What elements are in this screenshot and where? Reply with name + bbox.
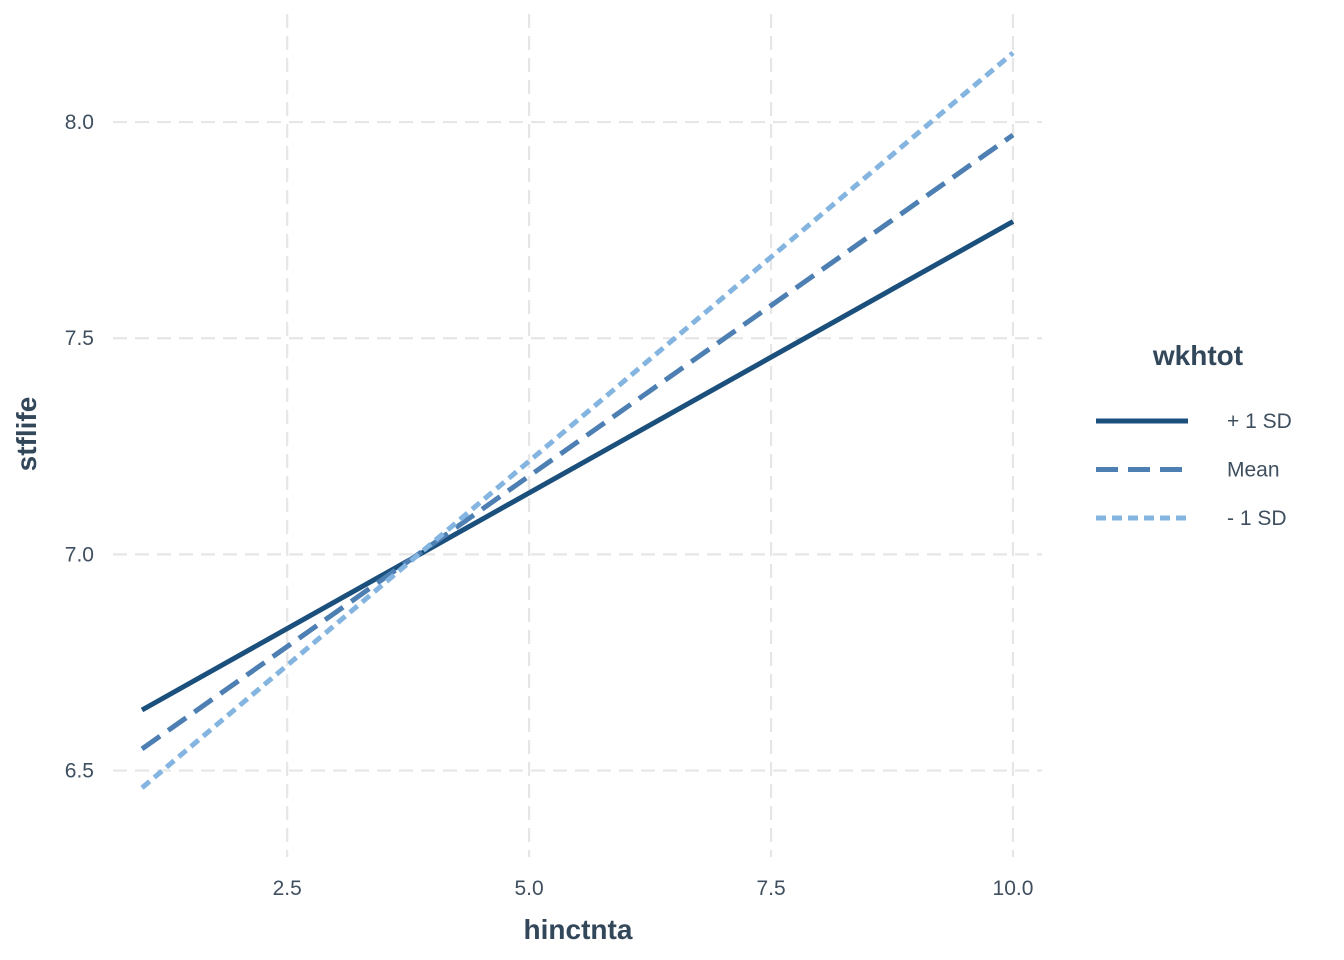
legend-label-2: - 1 SD xyxy=(1227,507,1287,530)
y-tick-label: 7.5 xyxy=(65,327,94,350)
legend-label-1: Mean xyxy=(1227,459,1280,482)
legend-label-0: + 1 SD xyxy=(1227,410,1292,433)
y-tick-label: 8.0 xyxy=(65,111,94,134)
y-axis-title: stflife xyxy=(11,397,42,472)
x-axis-title: hinctnta xyxy=(524,914,633,945)
x-tick-labels: 2.5 5.0 7.5 10.0 xyxy=(273,877,1034,900)
x-tick-label: 2.5 xyxy=(273,877,302,900)
y-tick-label: 7.0 xyxy=(65,543,94,566)
series-line-1 xyxy=(140,132,1015,751)
x-tick-label: 5.0 xyxy=(515,877,544,900)
series-lines xyxy=(140,50,1015,790)
y-tick-label: 6.5 xyxy=(65,760,94,783)
series-line-0 xyxy=(140,219,1015,713)
grid-lines xyxy=(113,14,1042,857)
x-tick-label: 10.0 xyxy=(993,877,1034,900)
y-tick-labels: 6.5 7.0 7.5 8.0 xyxy=(65,111,94,782)
legend: wkhtot + 1 SD Mean - 1 SD xyxy=(1096,340,1292,530)
legend-items: + 1 SD Mean - 1 SD xyxy=(1096,410,1292,530)
x-tick-label: 7.5 xyxy=(756,877,785,900)
legend-title: wkhtot xyxy=(1152,340,1243,371)
series-line-2 xyxy=(140,50,1015,790)
